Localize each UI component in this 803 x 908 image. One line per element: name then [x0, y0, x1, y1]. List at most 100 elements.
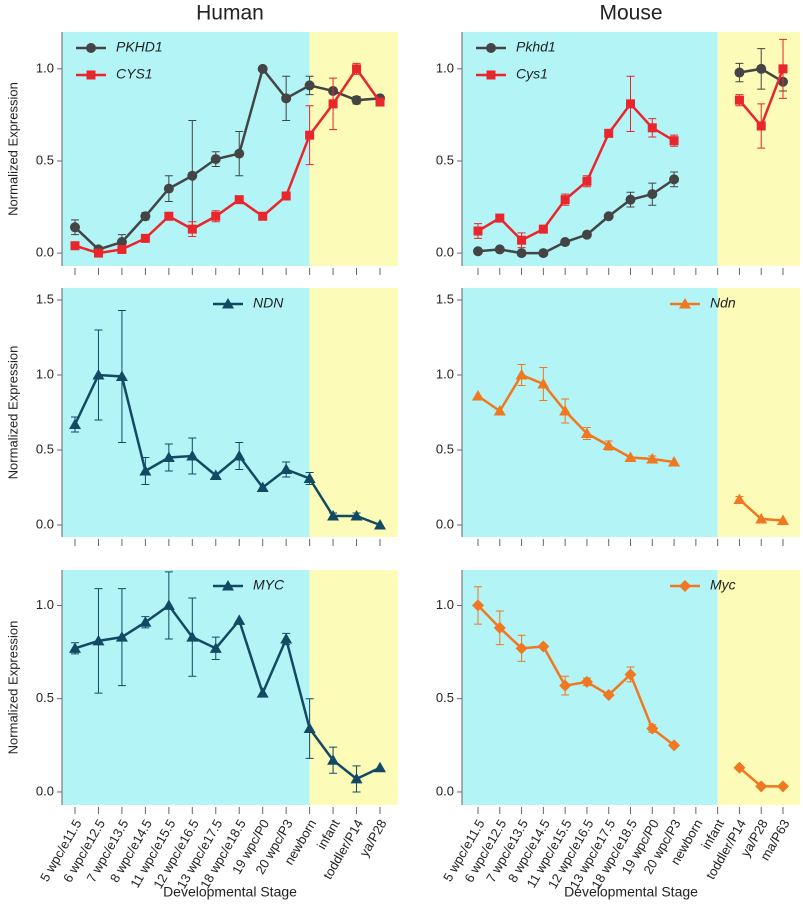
- legend-label: NDN: [253, 295, 284, 311]
- legend-label: Ndn: [710, 295, 736, 311]
- marker: [626, 99, 635, 109]
- marker: [187, 224, 197, 234]
- marker: [92, 634, 105, 646]
- y-tick-label: 0.0: [36, 245, 54, 260]
- marker: [69, 418, 81, 429]
- marker: [494, 244, 505, 255]
- marker: [515, 642, 528, 655]
- marker: [350, 510, 363, 521]
- y-tick-label: 0.5: [36, 441, 54, 456]
- marker: [116, 237, 127, 248]
- marker: [327, 510, 340, 521]
- marker: [256, 481, 269, 492]
- marker: [679, 298, 691, 309]
- marker: [163, 183, 174, 194]
- y-tick-label: 1.5: [36, 291, 54, 306]
- background-postnatal: [309, 570, 398, 805]
- marker: [580, 427, 593, 438]
- marker: [473, 226, 483, 236]
- marker: [351, 95, 362, 106]
- y-tick-label: 1.0: [36, 60, 54, 75]
- y-tick-label: 1.0: [36, 597, 54, 612]
- marker: [560, 237, 571, 248]
- marker: [624, 451, 637, 462]
- legend-label: CYS1: [116, 66, 153, 82]
- marker: [86, 70, 96, 80]
- marker: [140, 233, 150, 243]
- y-axis-label: Normalized Expression: [5, 82, 20, 216]
- background-prenatal: [462, 288, 718, 537]
- marker: [69, 642, 81, 653]
- marker: [233, 450, 246, 461]
- marker: [516, 248, 527, 259]
- marker: [280, 463, 293, 474]
- marker: [305, 130, 315, 140]
- chart-title: Human: [196, 2, 264, 25]
- marker: [624, 668, 637, 681]
- y-tick-label: 1.0: [436, 60, 454, 75]
- marker: [778, 64, 788, 74]
- marker: [209, 469, 222, 480]
- marker: [70, 241, 80, 251]
- y-axis-label: Normalized Expression: [5, 621, 20, 755]
- marker: [162, 599, 175, 610]
- legend-label: Myc: [710, 577, 736, 593]
- series-line: [74, 603, 381, 781]
- marker: [602, 439, 615, 450]
- marker: [304, 80, 315, 91]
- background-postnatal: [309, 288, 398, 537]
- marker: [755, 513, 768, 524]
- marker: [668, 739, 681, 752]
- y-tick-label: 1.5: [436, 291, 454, 306]
- marker: [281, 191, 291, 201]
- marker: [517, 235, 527, 245]
- marker: [234, 148, 245, 159]
- x-axis-label: Developmental Stage: [564, 884, 698, 900]
- y-tick-label: 0.0: [436, 516, 454, 531]
- marker: [734, 67, 745, 78]
- chart-title: Mouse: [599, 2, 662, 25]
- marker: [537, 640, 550, 653]
- y-tick-label: 1.0: [436, 597, 454, 612]
- marker: [733, 761, 746, 774]
- marker: [668, 456, 681, 467]
- marker: [222, 298, 234, 309]
- legend-label: Cys1: [516, 66, 548, 82]
- legend-label: Pkhd1: [516, 39, 556, 55]
- marker: [495, 213, 505, 223]
- marker: [472, 390, 484, 401]
- y-tick-label: 0.0: [36, 516, 54, 531]
- marker: [233, 614, 246, 625]
- background-prenatal: [62, 288, 310, 537]
- y-tick-label: 0.5: [436, 690, 454, 705]
- marker: [257, 63, 268, 74]
- marker: [647, 123, 657, 133]
- marker: [303, 472, 316, 483]
- y-tick-label: 0.0: [436, 245, 454, 260]
- marker: [580, 675, 593, 688]
- background-postnatal: [717, 570, 800, 805]
- marker: [679, 580, 691, 592]
- marker: [515, 369, 528, 380]
- marker: [186, 450, 199, 461]
- marker: [234, 195, 244, 205]
- marker: [211, 211, 221, 221]
- background-prenatal: [62, 570, 310, 805]
- y-tick-label: 0.5: [436, 152, 454, 167]
- background-prenatal: [462, 570, 718, 805]
- background-postnatal: [717, 288, 800, 537]
- marker: [164, 211, 174, 221]
- marker: [669, 136, 679, 146]
- marker: [139, 465, 152, 476]
- marker: [602, 688, 615, 701]
- marker: [222, 580, 234, 591]
- marker: [374, 761, 386, 773]
- marker: [493, 405, 506, 416]
- marker: [352, 64, 362, 74]
- y-tick-label: 0.0: [436, 783, 454, 798]
- marker: [328, 99, 338, 109]
- legend-label: MYC: [253, 577, 285, 593]
- marker: [537, 378, 550, 389]
- legend-label: PKHD1: [116, 39, 163, 55]
